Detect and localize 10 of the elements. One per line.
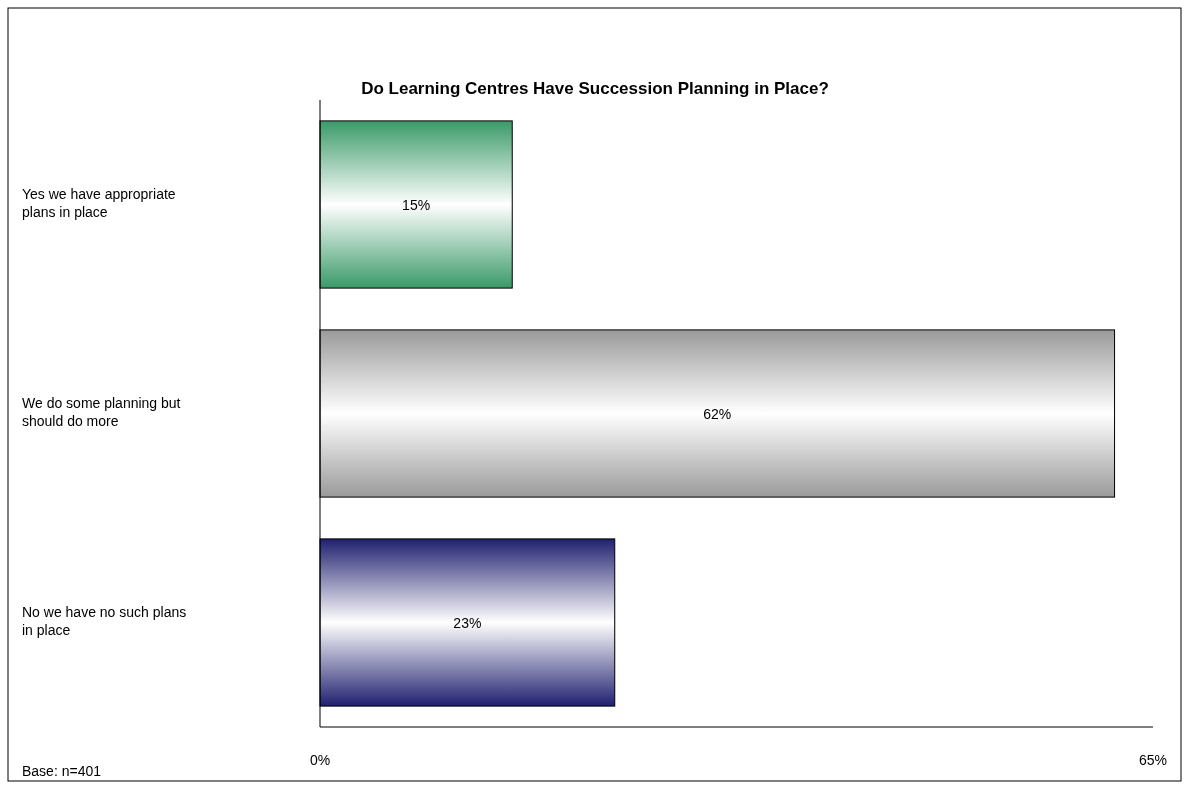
data-label: 15% bbox=[402, 196, 431, 213]
y-tick-label: We do some planning but should do more bbox=[22, 394, 181, 429]
y-tick-label: No we have no such plans in place bbox=[22, 603, 187, 638]
data-label: 23% bbox=[453, 614, 482, 631]
chart-title: Do Learning Centres Have Succession Planning in Place? bbox=[361, 79, 829, 98]
y-tick-label: Yes we have appropriate plans in place bbox=[22, 185, 176, 220]
text: Base: n=401 bbox=[22, 763, 102, 779]
x-tick-label: 65% bbox=[1138, 752, 1168, 768]
data-label: 62% bbox=[703, 405, 732, 422]
x-tick-label: 0% bbox=[309, 752, 331, 768]
